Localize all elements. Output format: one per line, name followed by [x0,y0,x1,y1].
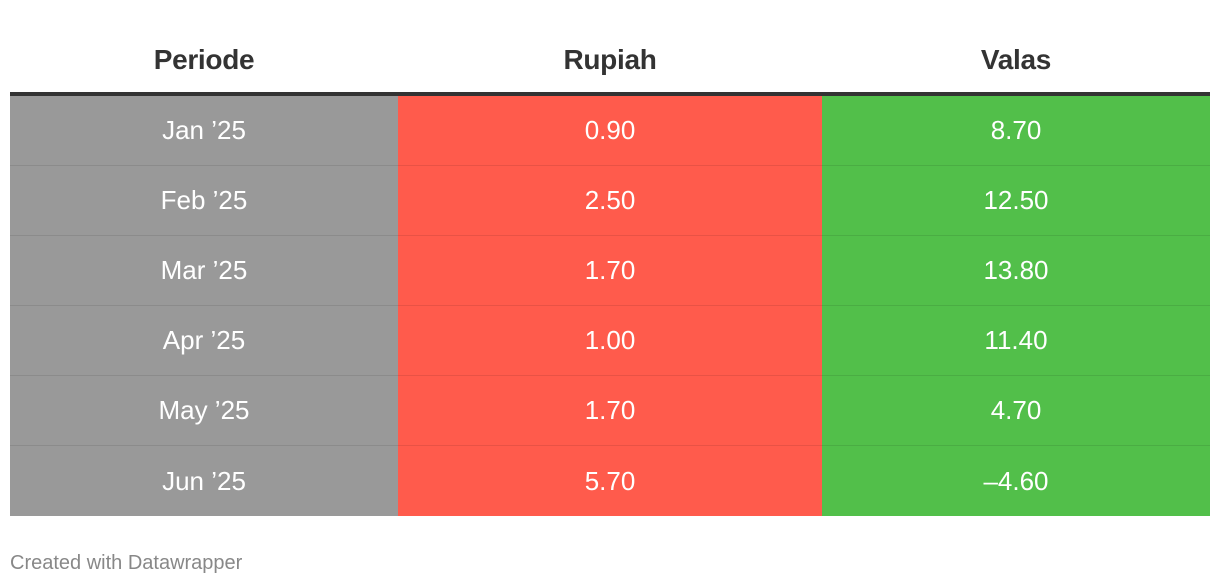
table-body: Jan ’25 0.90 8.70 Feb ’25 2.50 12.50 Mar… [10,94,1210,516]
cell-periode: Jan ’25 [10,94,398,166]
column-header-valas[interactable]: Valas [822,28,1210,96]
table-row: Feb ’25 2.50 12.50 [10,165,1210,236]
cell-periode: Apr ’25 [10,305,398,376]
cell-valas: 4.70 [822,375,1210,446]
cell-periode: Mar ’25 [10,235,398,306]
data-table: Periode Rupiah Valas Jan ’25 0.90 8.70 F… [10,28,1210,516]
cell-periode: Jun ’25 [10,445,398,516]
cell-rupiah: 1.00 [398,305,822,376]
column-header-periode[interactable]: Periode [10,28,398,96]
cell-rupiah: 1.70 [398,235,822,306]
column-header-rupiah[interactable]: Rupiah [398,28,822,96]
cell-valas: –4.60 [822,445,1210,516]
data-table-container: Periode Rupiah Valas Jan ’25 0.90 8.70 F… [10,28,1210,516]
cell-rupiah: 1.70 [398,375,822,446]
table-row: Apr ’25 1.00 11.40 [10,305,1210,376]
cell-rupiah: 0.90 [398,94,822,166]
table-header-row: Periode Rupiah Valas [10,28,1210,96]
table-row: Jan ’25 0.90 8.70 [10,94,1210,166]
cell-valas: 11.40 [822,305,1210,376]
table-row: Jun ’25 5.70 –4.60 [10,445,1210,516]
datawrapper-credit[interactable]: Created with Datawrapper [10,552,243,574]
table-row: May ’25 1.70 4.70 [10,375,1210,446]
table-row: Mar ’25 1.70 13.80 [10,235,1210,306]
cell-valas: 13.80 [822,235,1210,306]
cell-periode: Feb ’25 [10,165,398,236]
cell-rupiah: 5.70 [398,445,822,516]
cell-valas: 8.70 [822,94,1210,166]
cell-rupiah: 2.50 [398,165,822,236]
cell-valas: 12.50 [822,165,1210,236]
cell-periode: May ’25 [10,375,398,446]
